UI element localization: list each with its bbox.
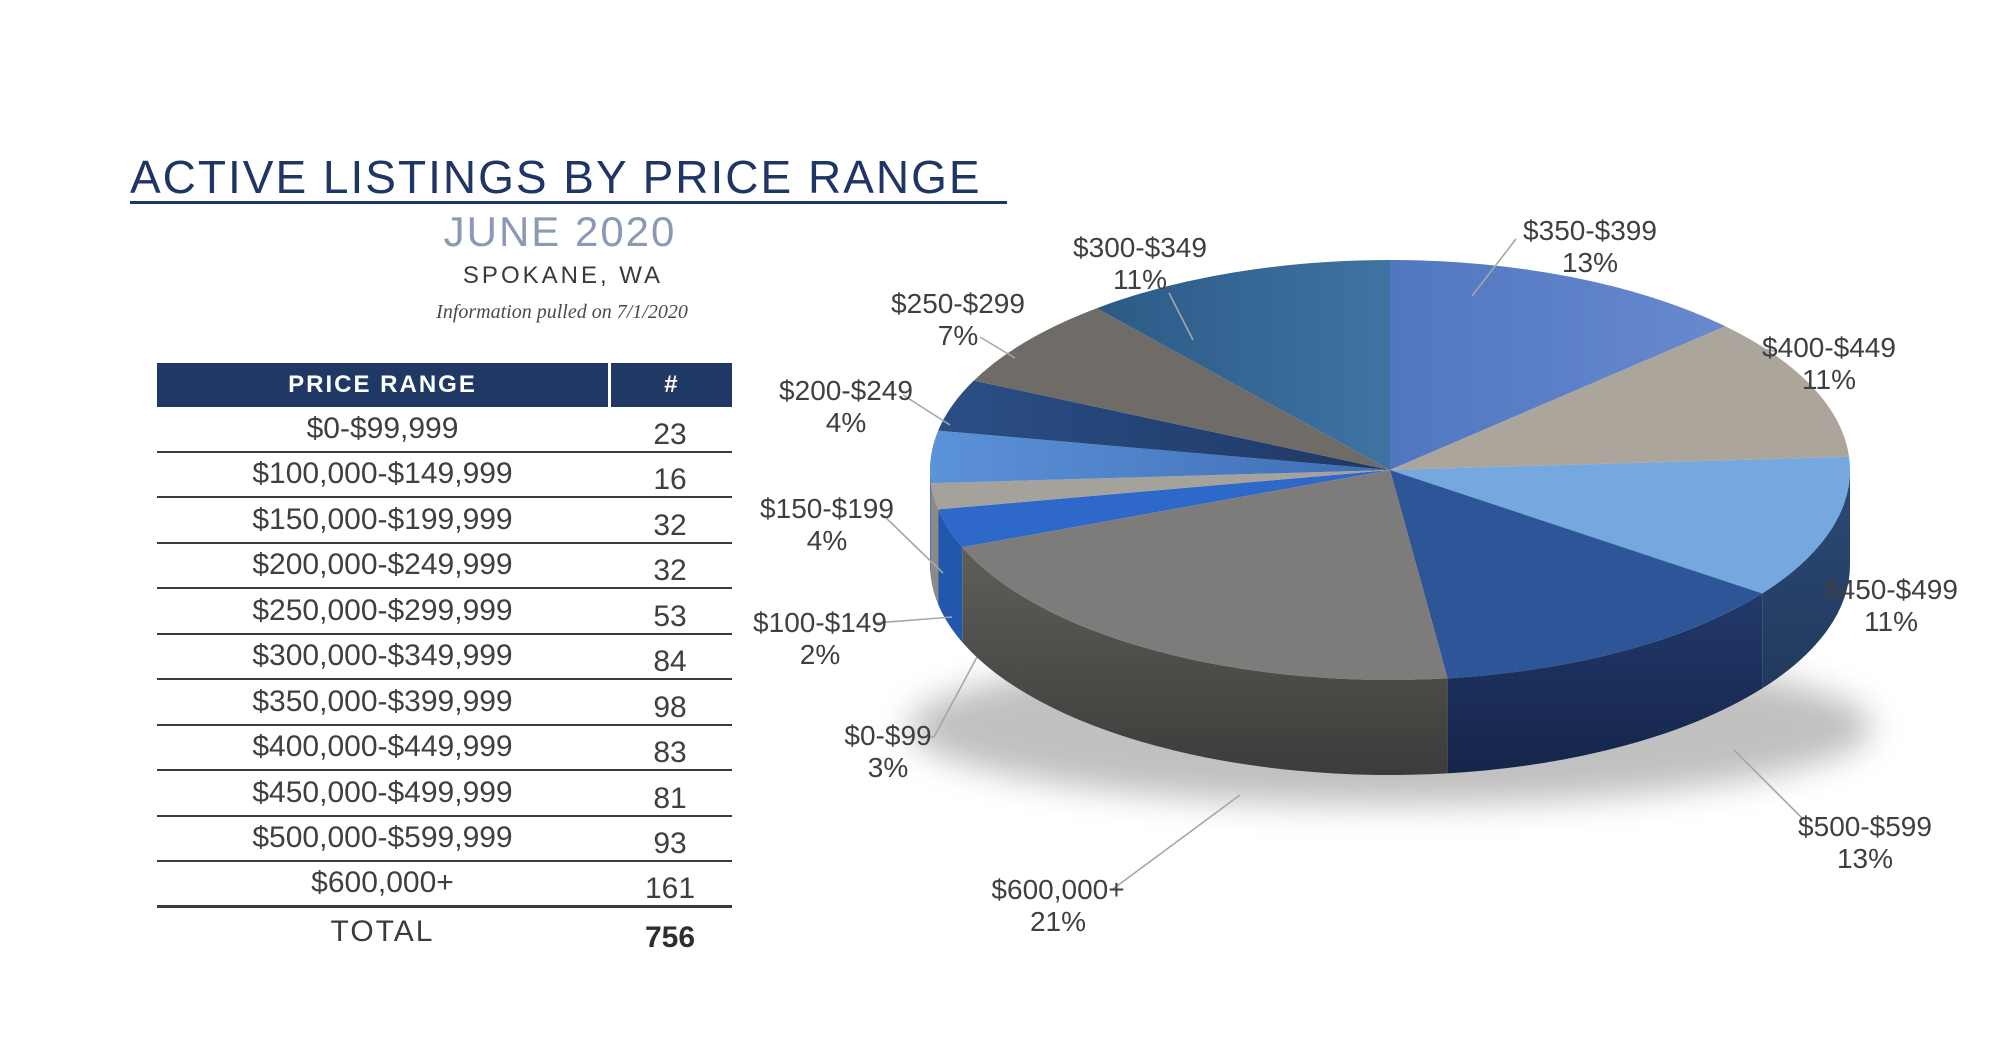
count-cell: 81: [653, 781, 687, 815]
pie-slice: [1390, 260, 1726, 470]
price-range-cell: $600,000+: [311, 866, 454, 900]
price-range-cell: $200,000-$249,999: [252, 548, 513, 582]
table-row: $400,000-$449,999 83: [157, 726, 732, 771]
count-cell: 32: [653, 508, 687, 542]
report-month: JUNE 2020: [443, 208, 677, 255]
table-row: $150,000-$199,999 32: [157, 498, 732, 544]
pie-leader-line: [1168, 292, 1194, 341]
pie-leader-line: [1733, 749, 1805, 821]
table-row: $250,000-$299,999 53: [157, 589, 732, 635]
title-underline: [130, 201, 1007, 204]
price-range-cell: $150,000-$199,999: [252, 502, 513, 536]
pie-slice: [1390, 456, 1850, 594]
table-row: $450,000-$499,999 81: [157, 771, 732, 817]
price-range-cell: $500,000-$599,999: [252, 821, 513, 855]
pie-slice: [973, 308, 1390, 470]
listings-table: PRICE RANGE # $0-$99,999 23 $100,000-$149,…: [157, 363, 732, 956]
pie-slice: [930, 430, 1390, 484]
report-location: SPOKANE, WA: [462, 262, 664, 289]
table-row: $500,000-$599,999 93: [157, 817, 732, 862]
price-range-cell: $250,000-$299,999: [252, 593, 513, 627]
pie-slice-side: [938, 509, 963, 643]
count-cell: 83: [653, 736, 687, 770]
pie-slice: [938, 380, 1390, 470]
pie-slice-side: [1447, 593, 1763, 774]
price-range-cell: $300,000-$349,999: [252, 639, 513, 673]
count-cell: 84: [653, 645, 687, 679]
pie-slice: [930, 470, 1390, 510]
table-total-row: TOTAL 756: [157, 908, 732, 956]
table-row: $300,000-$349,999 84: [157, 635, 732, 680]
count-cell: 161: [644, 872, 696, 906]
table-row: $350,000-$399,999 98: [157, 680, 732, 726]
total-label: TOTAL: [330, 914, 435, 948]
table-row: $600,000+ 161: [157, 862, 732, 908]
pie-leader-line: [1112, 794, 1241, 890]
price-range-cell: $350,000-$399,999: [252, 684, 513, 718]
table-header-row: PRICE RANGE #: [157, 363, 732, 407]
column-header-count: #: [611, 363, 732, 407]
price-range-cell: $100,000-$149,999: [252, 457, 513, 491]
pie-slice: [938, 470, 1390, 548]
pie-leader-line: [1471, 238, 1517, 297]
count-cell: 98: [653, 690, 687, 724]
pie-leader-line: [920, 656, 978, 738]
price-range-cell: $450,000-$499,999: [252, 775, 513, 809]
table-row: $100,000-$149,999 16: [157, 453, 732, 498]
data-note: Information pulled on 7/1/2020: [436, 301, 688, 323]
total-value: 756: [644, 920, 696, 954]
pie-leader-line: [902, 394, 951, 426]
table-rows: $0-$99,999 23 $100,000-$149,999 16 $150,000-…: [157, 407, 732, 908]
page-title: ACTIVE LISTINGS BY PRICE RANGE: [130, 151, 982, 203]
pie-slice: [1390, 470, 1763, 679]
count-cell: 93: [653, 827, 687, 861]
pie-leader-line: [882, 514, 944, 574]
price-range-cell: $400,000-$449,999: [252, 730, 513, 764]
pie-leader-line: [874, 616, 953, 624]
pie-slice: [962, 470, 1448, 680]
pie-slice: [1390, 326, 1850, 470]
pie-slice: [1096, 260, 1390, 470]
count-cell: 16: [653, 463, 687, 497]
count-cell: 32: [653, 554, 687, 588]
pie-slice-side: [930, 470, 931, 579]
pie-slice-side: [930, 483, 939, 605]
pie-slice-side: [962, 547, 1448, 775]
price-range-cell: $0-$99,999: [306, 411, 459, 445]
column-header-price-range: PRICE RANGE: [157, 363, 608, 407]
count-cell: 53: [653, 599, 687, 633]
pie-slice-side: [1762, 470, 1850, 689]
table-row: $0-$99,999 23: [157, 407, 732, 453]
table-row: $200,000-$249,999 32: [157, 544, 732, 589]
pie-leader-line: [979, 336, 1016, 359]
pie-leader-line: [1727, 343, 1776, 352]
count-cell: 23: [653, 417, 687, 451]
